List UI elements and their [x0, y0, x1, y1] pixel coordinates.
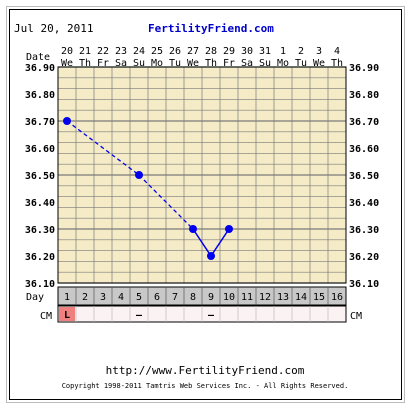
- date-label-3: 3: [316, 46, 322, 57]
- y-tick-label: 36.40: [25, 198, 55, 209]
- cycle-day-row: 1 2 3 4 5 6 7 8 9 10 11 12 13 14 15 16: [57, 286, 347, 306]
- date-label-26: 26: [169, 46, 181, 57]
- date-label-25: 25: [151, 46, 163, 57]
- cycle-day-15: 15: [313, 292, 325, 303]
- data-point-day-9: [207, 252, 215, 260]
- cm-row: L – –: [57, 305, 347, 323]
- series-line-dashed: [138, 174, 194, 230]
- cycle-day-14: 14: [295, 292, 307, 303]
- cm-entry-day-5: –: [136, 310, 143, 321]
- weekday-label: Sa: [241, 58, 253, 69]
- cycle-day-12: 12: [259, 292, 271, 303]
- cycle-day-10: 10: [223, 292, 235, 303]
- weekday-label: Sa: [115, 58, 127, 69]
- brand-title: FertilityFriend.com: [148, 22, 274, 35]
- weekday-label: Th: [331, 58, 343, 69]
- y-tick-label: 36.50: [349, 171, 379, 182]
- plot-border: [57, 66, 347, 284]
- y-tick-label: 36.70: [25, 117, 55, 128]
- temperature-series: [63, 117, 233, 260]
- cycle-day-2: 2: [82, 292, 88, 303]
- y-tick-label: 36.10: [25, 279, 55, 290]
- date-label-20: 20: [61, 46, 73, 57]
- top-weekday-labels: We Th Fr Sa Su Mo Tu We Th Fr Sa Su Mo Tu We Th: [61, 58, 343, 69]
- y-tick-label: 36.80: [25, 90, 55, 101]
- date-label-1: 1: [280, 46, 286, 57]
- cm-row-label-right: CM: [350, 311, 362, 322]
- weekday-label: Tu: [295, 58, 307, 69]
- y-tick-label: 36.20: [25, 252, 55, 263]
- date-label-27: 27: [187, 46, 199, 57]
- data-point-day-5: [135, 171, 143, 179]
- cycle-day-8: 8: [190, 292, 196, 303]
- plot-grid: [57, 66, 347, 284]
- cycle-day-7: 7: [172, 292, 178, 303]
- date-row-label: Date: [26, 52, 50, 63]
- cm-mark-background: [59, 307, 75, 321]
- date-label-30: 30: [241, 46, 253, 57]
- weekday-label: Su: [133, 58, 145, 69]
- weekday-label: We: [61, 58, 73, 69]
- y-tick-label: 36.40: [349, 198, 379, 209]
- date-label-29: 29: [223, 46, 235, 57]
- y-tick-label: 36.90: [25, 63, 55, 74]
- day-row-label: Day: [26, 292, 44, 303]
- cycle-day-13: 13: [277, 292, 289, 303]
- series-line-solid: [192, 228, 212, 257]
- y-tick-label: 36.80: [349, 90, 379, 101]
- cycle-day-5: 5: [136, 292, 142, 303]
- weekday-label: Fr: [223, 58, 235, 69]
- weekday-label: Th: [205, 58, 217, 69]
- data-point-day-10: [225, 225, 233, 233]
- date-label-2: 2: [298, 46, 304, 57]
- cm-row-label-left: CM: [40, 311, 52, 322]
- date-label-28: 28: [205, 46, 217, 57]
- weekday-label: Fr: [97, 58, 109, 69]
- date-label-24: 24: [133, 46, 145, 57]
- cycle-day-3: 3: [100, 292, 106, 303]
- date-label-22: 22: [97, 46, 109, 57]
- y-tick-label: 36.60: [349, 144, 379, 155]
- date-label-31: 31: [259, 46, 271, 57]
- y-tick-label: 36.70: [349, 117, 379, 128]
- cycle-day-9: 9: [208, 292, 214, 303]
- cm-entry-day-9: –: [208, 310, 215, 321]
- date-label-4: 4: [334, 46, 340, 57]
- footer-copyright: Copyright 1998-2011 Tamtris Web Services…: [62, 382, 349, 390]
- y-tick-label: 36.30: [349, 225, 379, 236]
- y-tick-labels-right: 36.90 36.80 36.70 36.60 36.50 36.40 36.30 36.20…: [349, 63, 379, 290]
- y-tick-label: 36.10: [349, 279, 379, 290]
- y-tick-label: 36.90: [349, 63, 379, 74]
- top-date-labels: 20 21 22 23 24 25 26 27 28 29 30 31 1 2 3 4: [61, 46, 340, 57]
- cycle-day-4: 4: [118, 292, 124, 303]
- data-point-day-8: [189, 225, 197, 233]
- series-line-dashed: [66, 120, 140, 176]
- footer-url: http://www.FertilityFriend.com: [106, 364, 305, 377]
- weekday-label: We: [313, 58, 325, 69]
- cycle-day-16: 16: [331, 292, 343, 303]
- weekday-label: Mo: [277, 58, 289, 69]
- date-label-21: 21: [79, 46, 91, 57]
- data-point-day-1: [63, 117, 71, 125]
- y-tick-label: 36.20: [349, 252, 379, 263]
- weekday-label: Su: [259, 58, 271, 69]
- cycle-day-1: 1: [64, 292, 70, 303]
- weekday-label: Th: [79, 58, 91, 69]
- cycle-day-11: 11: [241, 292, 253, 303]
- y-tick-labels-left: 36.90 36.80 36.70 36.60 36.50 36.40 36.30 36.20…: [25, 63, 55, 290]
- weekday-label: Tu: [169, 58, 181, 69]
- cm-entry-day-1: L: [64, 310, 70, 321]
- y-tick-label: 36.30: [25, 225, 55, 236]
- y-tick-label: 36.60: [25, 144, 55, 155]
- weekday-label: Mo: [151, 58, 163, 69]
- weekday-label: We: [187, 58, 199, 69]
- cycle-day-6: 6: [154, 292, 160, 303]
- date-label-23: 23: [115, 46, 127, 57]
- chart-date: Jul 20, 2011: [14, 22, 93, 35]
- series-line-solid: [210, 228, 230, 257]
- y-tick-label: 36.50: [25, 171, 55, 182]
